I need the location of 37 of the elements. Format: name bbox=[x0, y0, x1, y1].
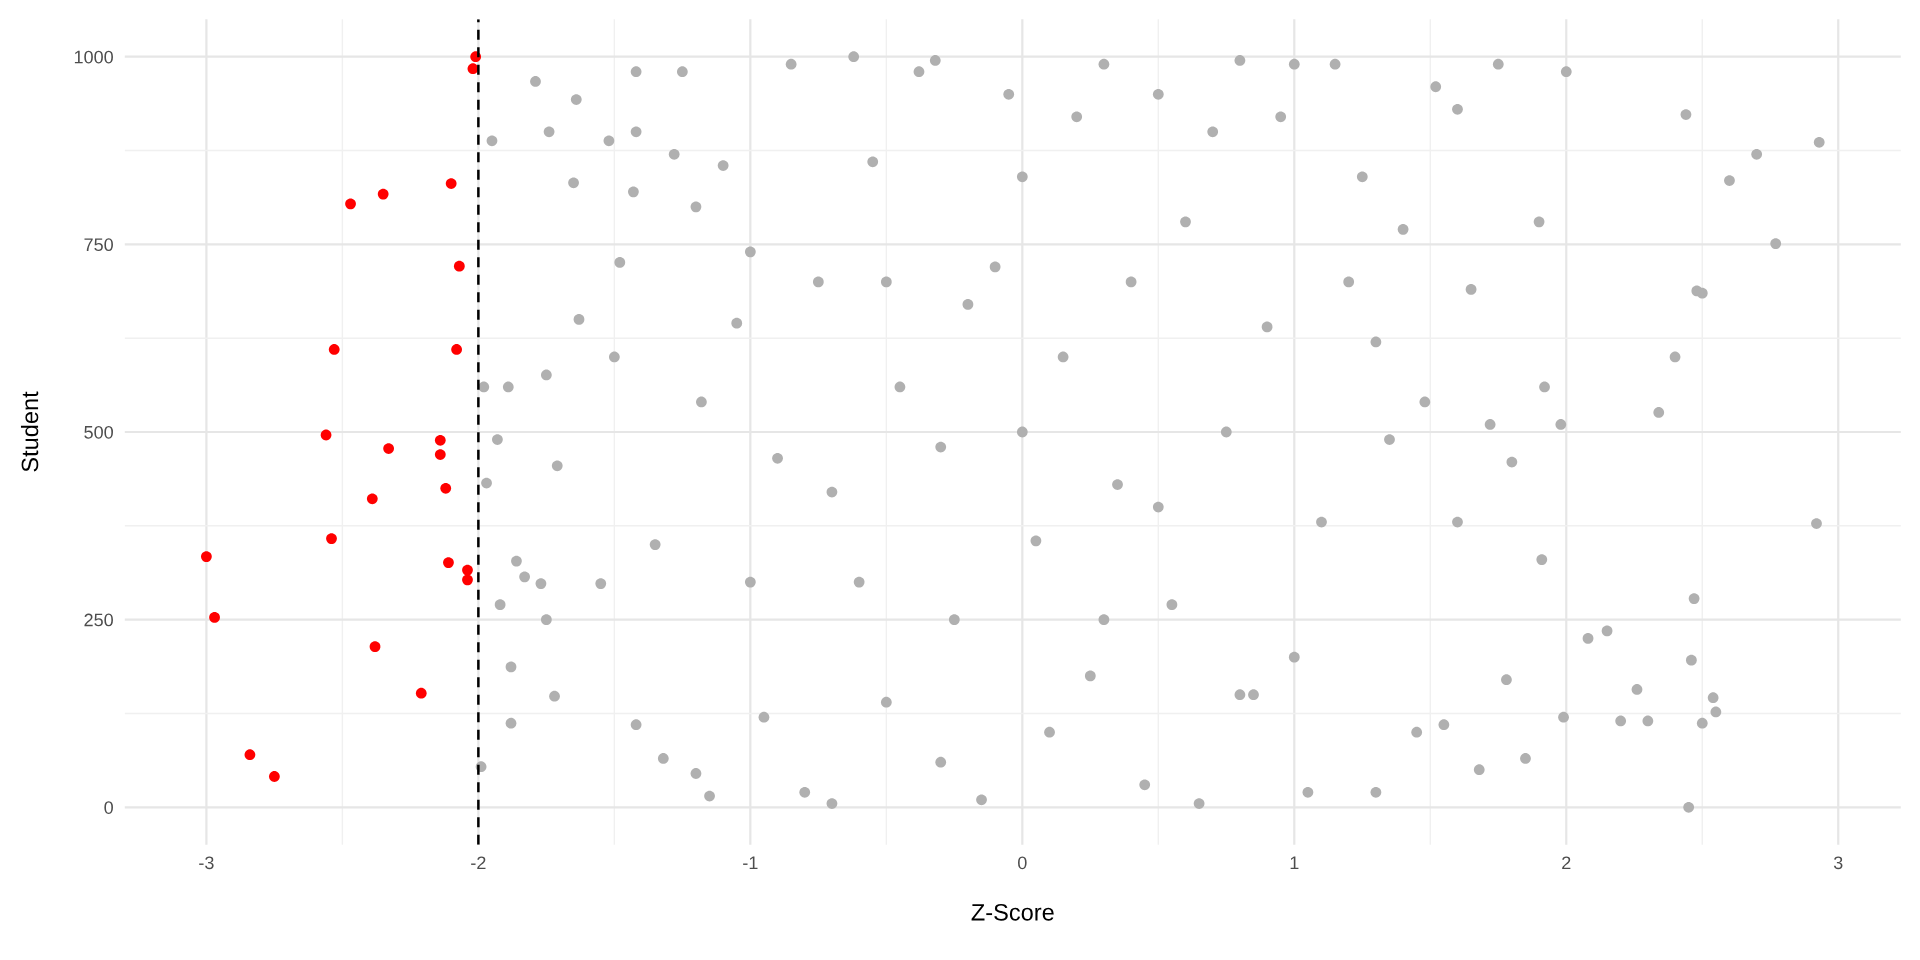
x-tick-label: -3 bbox=[199, 856, 214, 870]
point bbox=[320, 429, 332, 441]
point bbox=[369, 641, 381, 653]
point bbox=[244, 749, 256, 761]
x-tick-label: -2 bbox=[471, 856, 486, 869]
point bbox=[440, 482, 452, 494]
y-tick-label: 250 bbox=[84, 613, 113, 627]
point bbox=[345, 198, 356, 210]
point bbox=[467, 63, 479, 75]
point bbox=[328, 344, 340, 355]
x-axis-title: Z-Score bbox=[971, 903, 1054, 921]
y-tick-label: 1000 bbox=[74, 50, 113, 64]
point bbox=[366, 493, 378, 505]
point bbox=[201, 551, 212, 562]
point bbox=[434, 434, 446, 446]
point bbox=[462, 574, 473, 586]
point bbox=[443, 557, 454, 568]
x-tick-label: 3 bbox=[1833, 856, 1843, 870]
point bbox=[209, 612, 220, 623]
point bbox=[377, 188, 389, 200]
x-tick-label: 0 bbox=[1018, 856, 1027, 870]
point bbox=[415, 687, 427, 699]
x-tick-label: -1 bbox=[743, 856, 758, 869]
point bbox=[383, 443, 394, 454]
point bbox=[326, 533, 337, 544]
y-tick-label: 0 bbox=[104, 801, 113, 814]
point bbox=[451, 344, 462, 355]
y-tick-label: 750 bbox=[84, 238, 113, 252]
point bbox=[434, 449, 446, 460]
x-tick-label: 2 bbox=[1562, 856, 1571, 869]
point bbox=[453, 260, 465, 272]
y-axis-title: Student bbox=[20, 391, 39, 472]
point bbox=[269, 771, 280, 782]
point bbox=[445, 178, 457, 189]
point bbox=[462, 564, 473, 576]
y-tick-label: 500 bbox=[84, 425, 113, 439]
x-tick-label: 1 bbox=[1290, 856, 1299, 869]
